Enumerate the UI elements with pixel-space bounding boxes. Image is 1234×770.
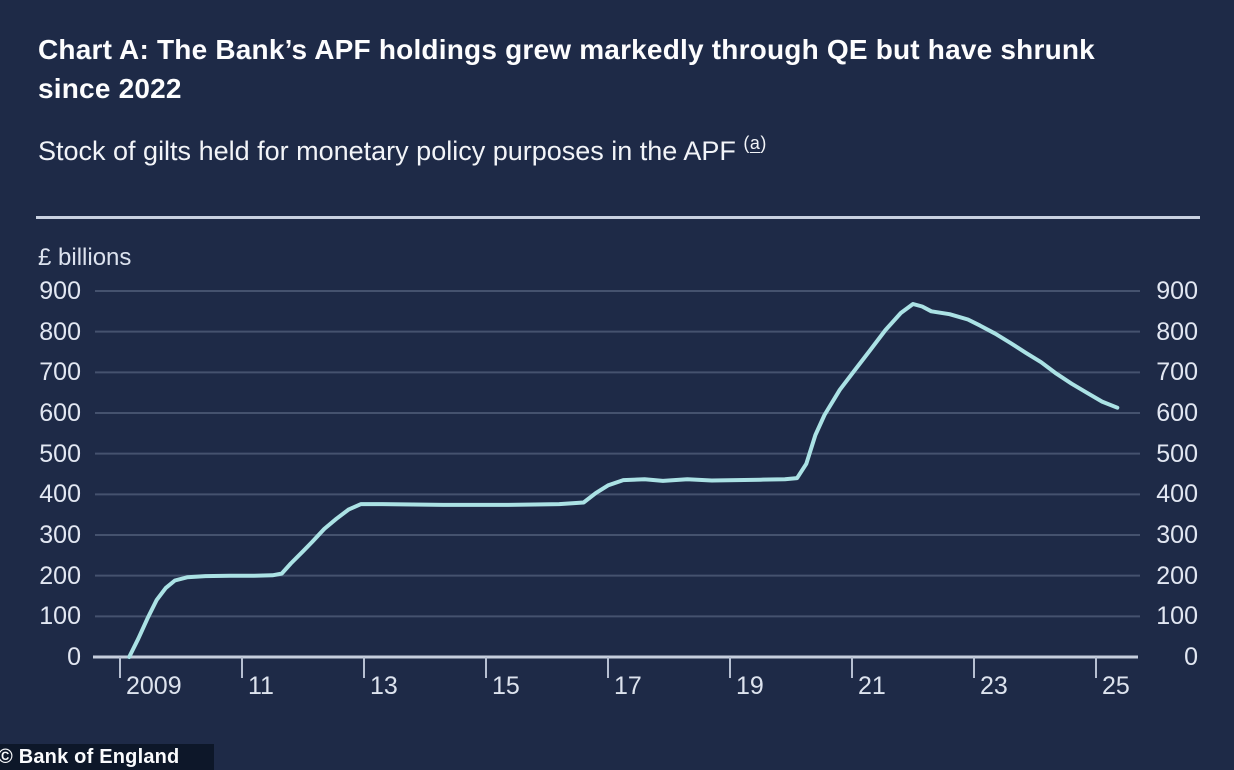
y-tick-label-left: 100 — [39, 602, 81, 631]
y-tick-label-left: 800 — [39, 317, 81, 346]
y-tick-label-left: 500 — [39, 439, 81, 468]
x-tick-label: 21 — [858, 672, 886, 700]
x-tick-label: 15 — [492, 672, 520, 700]
y-tick-label-left: 400 — [39, 480, 81, 509]
separator-line — [36, 216, 1200, 219]
y-tick-label-right: 600 — [1156, 399, 1198, 427]
x-tick-label: 13 — [370, 672, 398, 700]
x-tick-label: 11 — [248, 672, 274, 700]
y-tick-label-right: 100 — [1156, 602, 1198, 631]
x-tick-label: 25 — [1102, 672, 1130, 700]
footnote-marker: (a) — [743, 133, 767, 153]
y-tick-label-left: 700 — [39, 358, 81, 387]
y-tick-label-left: 0 — [67, 643, 81, 671]
y-tick-label-right: 200 — [1156, 561, 1198, 590]
y-tick-label-left: 600 — [39, 399, 81, 427]
source-attribution-bar: © Bank of England — [0, 744, 214, 770]
x-tick-label: 2009 — [126, 672, 182, 700]
y-tick-label-left: 300 — [39, 521, 81, 549]
x-tick-label: 17 — [614, 672, 642, 700]
y-tick-label-right: 800 — [1156, 317, 1198, 346]
chart-subtitle: Stock of gilts held for monetary policy … — [38, 133, 1198, 171]
y-tick-label-right: 700 — [1156, 358, 1198, 387]
apf-holdings-line — [127, 302, 1120, 659]
y-tick-label-right: 500 — [1156, 439, 1198, 468]
y-tick-label-right: 400 — [1156, 480, 1198, 509]
y-tick-label-left: 200 — [39, 561, 81, 590]
x-tick-label: 23 — [980, 672, 1008, 700]
y-tick-label-right: 900 — [1156, 277, 1198, 305]
chart-subtitle-text: Stock of gilts held for monetary policy … — [38, 136, 736, 166]
y-tick-label-left: 900 — [39, 277, 81, 305]
y-tick-label-right: 300 — [1156, 521, 1198, 549]
chart-title: Chart A: The Bank’s APF holdings grew ma… — [38, 34, 1095, 104]
y-axis-units-label: £ billions — [38, 244, 132, 271]
y-tick-label-right: 0 — [1184, 643, 1198, 671]
source-attribution-text: © Bank of England — [0, 745, 180, 768]
x-tick-label: 19 — [736, 672, 764, 700]
